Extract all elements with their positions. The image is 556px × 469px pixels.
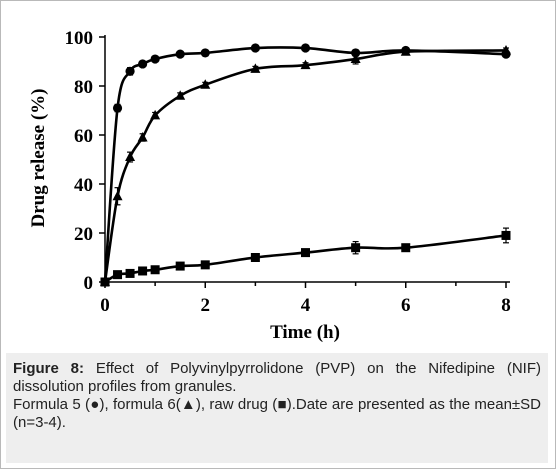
data-point-square: [351, 243, 361, 253]
y-tick-label: 20: [74, 224, 93, 245]
caption-title: Figure 8: Effect of Polyvinylpyrrolidone…: [13, 360, 541, 396]
data-point-triangle: [250, 63, 261, 73]
data-point-square: [138, 266, 148, 276]
data-point-triangle: [501, 44, 511, 55]
data-point-triangle: [150, 109, 161, 120]
data-point-triangle: [112, 190, 123, 201]
y-tick-label: 100: [65, 28, 94, 49]
caption-label: Figure 8:: [13, 360, 84, 377]
y-tick-label: 0: [84, 273, 94, 294]
data-point-square: [501, 230, 511, 240]
data-point-circle: [137, 59, 148, 69]
data-point-square: [113, 270, 123, 280]
data-point-triangle: [400, 46, 411, 56]
caption-title-text: Effect of Polyvinylpyrrolidone (PVP) on …: [13, 360, 541, 395]
data-point-square: [200, 260, 210, 270]
data-point-triangle: [350, 53, 361, 64]
y-tick-label: 80: [74, 77, 93, 98]
data-point-circle: [200, 48, 210, 58]
data-point-square: [175, 261, 185, 271]
caption-legend: Formula 5 (●), formula 6(▲), raw drug (■…: [13, 396, 541, 431]
data-point-circle: [250, 43, 260, 53]
data-point-circle: [300, 43, 311, 53]
data-point-square: [401, 243, 411, 253]
y-axis-label: Drug release (%): [28, 89, 49, 228]
data-point-square: [100, 277, 110, 287]
data-point-triangle: [125, 151, 136, 162]
x-tick-label: 2: [201, 295, 211, 316]
data-point-square: [301, 248, 310, 258]
series-line-triangle: [103, 49, 507, 283]
x-axis-label: Time (h): [270, 322, 340, 343]
x-tick-label: 0: [100, 295, 110, 316]
data-point-circle: [351, 48, 361, 58]
y-tick-label: 60: [74, 126, 93, 147]
x-tick-label: 4: [301, 295, 311, 316]
caption-background: [6, 353, 548, 463]
y-tick-label: 40: [74, 175, 93, 196]
data-point-circle: [125, 66, 135, 76]
data-point-circle: [150, 54, 160, 64]
data-point-triangle: [137, 131, 148, 142]
plot-area: 0 20 40 60 80 100 0 2 4 6 8: [65, 28, 511, 316]
figure-caption: Figure 8: Effect of Polyvinylpyrrolidone…: [13, 360, 541, 432]
data-point-triangle: [300, 59, 311, 70]
data-point-triangle: [175, 90, 186, 100]
data-point-square: [125, 268, 135, 278]
data-point-square: [250, 253, 260, 262]
data-point-square: [150, 265, 160, 275]
data-point-triangle: [200, 79, 211, 89]
data-point-circle: [112, 103, 123, 113]
x-tick-label: 8: [501, 295, 511, 316]
series-line-circle: [103, 46, 507, 283]
x-tick-label: 6: [401, 295, 411, 316]
data-point-circle: [175, 49, 185, 59]
drug-release-chart: 0 20 40 60 80 100 0 2 4 6 8 Time (h) Drug release …: [28, 28, 511, 343]
series-line-square: [104, 234, 507, 284]
